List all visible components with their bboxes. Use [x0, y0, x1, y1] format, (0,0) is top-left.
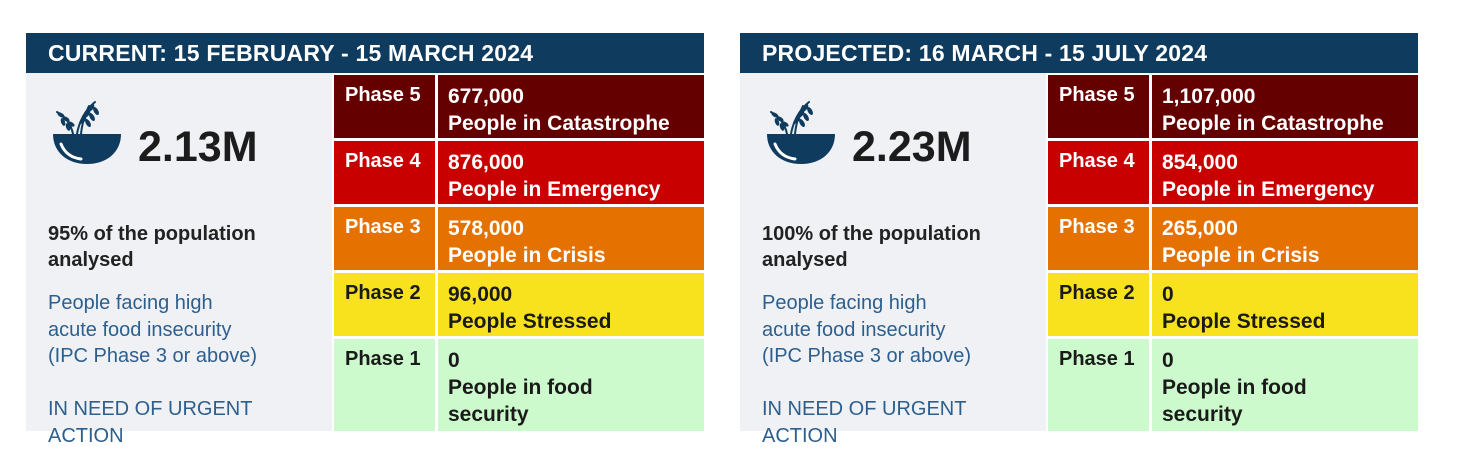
population-analysed-text: analysed	[762, 249, 848, 271]
phase-people-count: 677,000	[448, 85, 524, 108]
phase-1-row: Phase 1 0 People in food security	[1048, 339, 1418, 431]
phase-value-cell: 876,000 People in Emergency	[438, 141, 704, 204]
phase-value-cell: 0 People in food security	[438, 339, 704, 431]
panel-header: PROJECTED: 16 MARCH - 15 JULY 2024	[740, 33, 1418, 73]
phase-description: People in Catastrophe	[1162, 112, 1384, 135]
phase-description: People in food security	[1162, 376, 1307, 426]
phase-value-cell: 1,107,000 People in Catastrophe	[1152, 75, 1418, 138]
phase-3-row: Phase 3 578,000 People in Crisis	[334, 207, 704, 270]
phase-value-cell: 0 People Stressed	[1152, 273, 1418, 336]
phase-description: People in Emergency	[448, 178, 661, 201]
description-line-2: acute food insecurity	[762, 319, 946, 341]
phase-value-cell: 854,000 People in Emergency	[1152, 141, 1418, 204]
summary-box: 2.13M 95% of the population analysed Peo…	[26, 73, 332, 447]
phase-3-row: Phase 3 265,000 People in Crisis	[1048, 207, 1418, 270]
phase-value-cell: 578,000 People in Crisis	[438, 207, 704, 270]
phase-description: People in Crisis	[1162, 244, 1320, 267]
phase-people-count: 96,000	[448, 283, 513, 306]
panel-header: CURRENT: 15 FEBRUARY - 15 MARCH 2024	[26, 33, 704, 73]
total-people-value: 2.13M	[138, 123, 258, 171]
phase-description: People in Catastrophe	[448, 112, 670, 135]
urgent-action-line-1: IN NEED OF URGENT	[762, 398, 967, 420]
phase-value-cell: 96,000 People Stressed	[438, 273, 704, 336]
phase-label: Phase 3	[1048, 207, 1149, 270]
description-line-3: (IPC Phase 3 or above)	[762, 345, 971, 367]
phase-4-row: Phase 4 876,000 People in Emergency	[334, 141, 704, 204]
description-line-1: People facing high	[762, 292, 927, 314]
phase-label: Phase 2	[334, 273, 435, 336]
phase-5-row: Phase 5 1,107,000 People in Catastrophe	[1048, 75, 1418, 138]
phase-label: Phase 5	[1048, 75, 1149, 138]
phase-people-count: 876,000	[448, 151, 524, 174]
phase-label: Phase 5	[334, 75, 435, 138]
phase-value-cell: 0 People in food security	[1152, 339, 1418, 431]
urgent-action-line-2: ACTION	[762, 425, 838, 447]
wheat-bowl-icon	[51, 98, 126, 168]
phase-4-row: Phase 4 854,000 People in Emergency	[1048, 141, 1418, 204]
phase-value-cell: 265,000 People in Crisis	[1152, 207, 1418, 270]
phase-description: People in Crisis	[448, 244, 606, 267]
phase-people-count: 0	[1162, 349, 1174, 372]
total-people-value: 2.23M	[852, 123, 972, 171]
phase-label: Phase 3	[334, 207, 435, 270]
phase-label: Phase 1	[334, 339, 435, 431]
phase-description: People Stressed	[448, 310, 612, 333]
phase-5-row: Phase 5 677,000 People in Catastrophe	[334, 75, 704, 138]
phase-label: Phase 1	[1048, 339, 1149, 431]
description-line-3: (IPC Phase 3 or above)	[48, 345, 257, 367]
phase-people-count: 854,000	[1162, 151, 1238, 174]
phase-people-count: 265,000	[1162, 217, 1238, 240]
phase-2-row: Phase 2 96,000 People Stressed	[334, 273, 704, 336]
projected-panel: PROJECTED: 16 MARCH - 15 JULY 2024	[740, 33, 1418, 447]
phase-description: People in food security	[448, 376, 593, 426]
phase-people-count: 0	[448, 349, 460, 372]
phase-people-count: 1,107,000	[1162, 85, 1256, 108]
description-line-1: People facing high	[48, 292, 213, 314]
urgent-action-line-1: IN NEED OF URGENT	[48, 398, 253, 420]
phase-1-row: Phase 1 0 People in food security	[334, 339, 704, 431]
current-panel: CURRENT: 15 FEBRUARY - 15 MARCH 2024	[26, 33, 704, 447]
phase-label: Phase 4	[334, 141, 435, 204]
phase-label: Phase 4	[1048, 141, 1149, 204]
phase-2-row: Phase 2 0 People Stressed	[1048, 273, 1418, 336]
phase-description: People Stressed	[1162, 310, 1326, 333]
description-line-2: acute food insecurity	[48, 319, 232, 341]
population-analysed-text: analysed	[48, 249, 134, 271]
urgent-action-line-2: ACTION	[48, 425, 124, 447]
population-percent-text: 95% of the population	[48, 223, 256, 245]
phase-value-cell: 677,000 People in Catastrophe	[438, 75, 704, 138]
wheat-bowl-icon	[765, 98, 840, 168]
phase-people-count: 0	[1162, 283, 1174, 306]
phase-people-count: 578,000	[448, 217, 524, 240]
summary-box: 2.23M 100% of the population analysed Pe…	[740, 73, 1046, 447]
phase-label: Phase 2	[1048, 273, 1149, 336]
phase-description: People in Emergency	[1162, 178, 1375, 201]
population-percent-text: 100% of the population	[762, 223, 981, 245]
